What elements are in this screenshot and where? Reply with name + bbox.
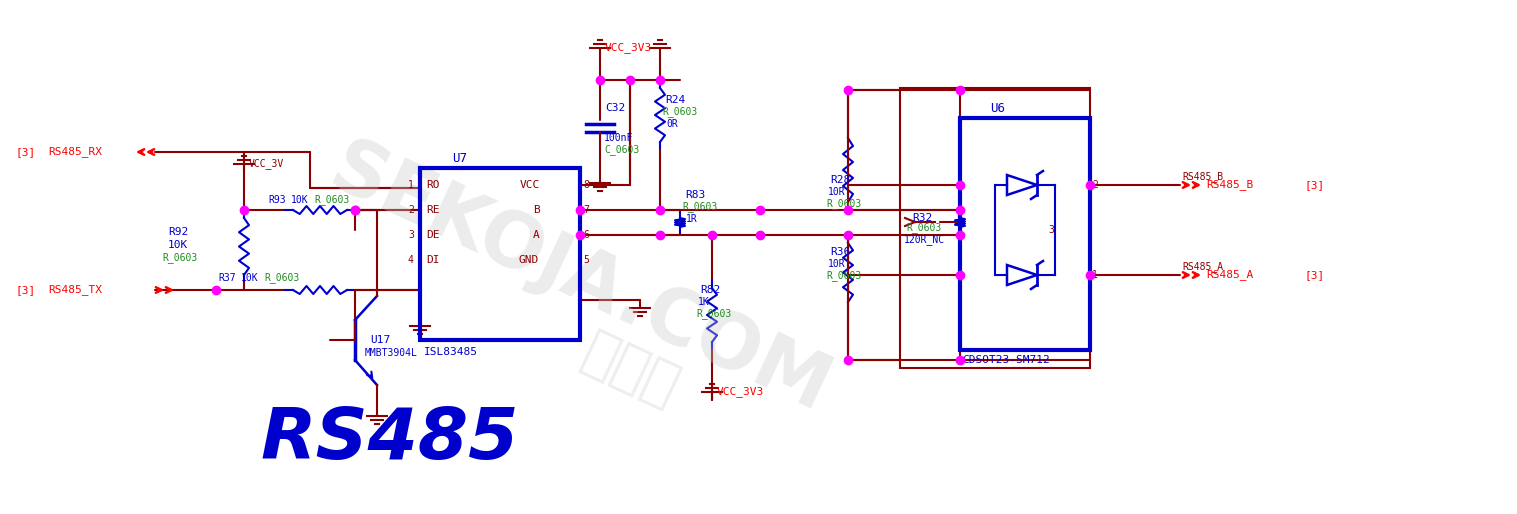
Text: R93: R93 [269, 195, 285, 205]
Text: 100nF: 100nF [604, 133, 634, 143]
Text: RS485_A: RS485_A [1206, 269, 1253, 281]
Text: R_0603: R_0603 [696, 308, 731, 320]
Text: 10K: 10K [241, 273, 258, 283]
Text: B: B [532, 205, 540, 215]
Text: R_0603: R_0603 [683, 201, 718, 212]
Text: MMBT3904L: MMBT3904L [366, 348, 417, 358]
Text: R_0603: R_0603 [162, 252, 197, 264]
Text: R36: R36 [830, 247, 850, 257]
Text: R92: R92 [168, 227, 188, 237]
Text: [3]: [3] [1305, 180, 1326, 190]
Text: 7: 7 [583, 205, 589, 215]
Text: RS485: RS485 [259, 406, 519, 474]
Text: SEKOJA.COM: SEKOJA.COM [319, 132, 842, 428]
Text: RE: RE [426, 205, 440, 215]
Text: U7: U7 [452, 152, 467, 164]
Text: ISL83485: ISL83485 [423, 347, 478, 357]
Text: R_0603: R_0603 [825, 270, 862, 282]
Text: 120R_NC: 120R_NC [904, 234, 945, 246]
Text: RS485_B: RS485_B [1206, 179, 1253, 191]
Text: 1: 1 [408, 180, 414, 190]
Bar [960, 118, 1091, 350]
Text: 电路图: 电路图 [573, 324, 687, 415]
Text: R82: R82 [699, 285, 721, 295]
Text: 1K: 1K [698, 297, 710, 307]
Text: U6: U6 [991, 101, 1004, 115]
Text: RO: RO [426, 180, 440, 190]
Text: 10R: 10R [828, 187, 845, 197]
Text: R_0603: R_0603 [906, 223, 941, 233]
Bar [420, 168, 579, 340]
Text: R_0603: R_0603 [661, 106, 698, 118]
Text: C_0603: C_0603 [604, 144, 639, 155]
Text: VCC_3V3: VCC_3V3 [605, 43, 652, 53]
Text: RS485_B: RS485_B [1182, 172, 1223, 182]
Text: CDSOT23-SM712: CDSOT23-SM712 [962, 355, 1050, 365]
Text: 2: 2 [1092, 180, 1098, 190]
Text: 8: 8 [583, 180, 589, 190]
Text: 1R: 1R [686, 214, 698, 224]
Text: R28: R28 [830, 175, 850, 185]
Text: VCC_3V: VCC_3V [249, 158, 284, 170]
Text: 0R: 0R [666, 119, 678, 129]
Text: RS485_TX: RS485_TX [49, 285, 102, 296]
Text: 5: 5 [583, 255, 589, 265]
Text: R_0603: R_0603 [264, 272, 299, 283]
Text: 3: 3 [408, 230, 414, 240]
Text: 10K: 10K [168, 240, 188, 250]
Text: DE: DE [426, 230, 440, 240]
Text: VCC_3V3: VCC_3V3 [718, 387, 765, 397]
Text: 6: 6 [583, 230, 589, 240]
Text: R_0603: R_0603 [825, 198, 862, 209]
Text: [3]: [3] [1305, 270, 1326, 280]
Text: R24: R24 [664, 95, 686, 105]
Text: R83: R83 [686, 190, 705, 200]
Text: [3]: [3] [15, 147, 35, 157]
Text: 10R: 10R [828, 259, 845, 269]
Text: C32: C32 [605, 103, 625, 113]
Text: [3]: [3] [15, 285, 35, 295]
Text: 1: 1 [1092, 270, 1098, 280]
Text: R_0603: R_0603 [314, 194, 349, 206]
Text: A: A [532, 230, 540, 240]
Text: RS485_RX: RS485_RX [49, 146, 102, 157]
Text: 10K: 10K [291, 195, 308, 205]
Text: 2: 2 [408, 205, 414, 215]
Text: RS485_A: RS485_A [1182, 262, 1223, 272]
Text: DI: DI [426, 255, 440, 265]
Text: 3: 3 [1048, 225, 1054, 235]
Text: R32: R32 [912, 213, 933, 223]
Text: R37: R37 [218, 273, 235, 283]
Text: 4: 4 [408, 255, 414, 265]
Text: GND: GND [519, 255, 539, 265]
Bar [900, 88, 1091, 368]
Text: VCC: VCC [520, 180, 540, 190]
Text: U17: U17 [370, 335, 390, 345]
